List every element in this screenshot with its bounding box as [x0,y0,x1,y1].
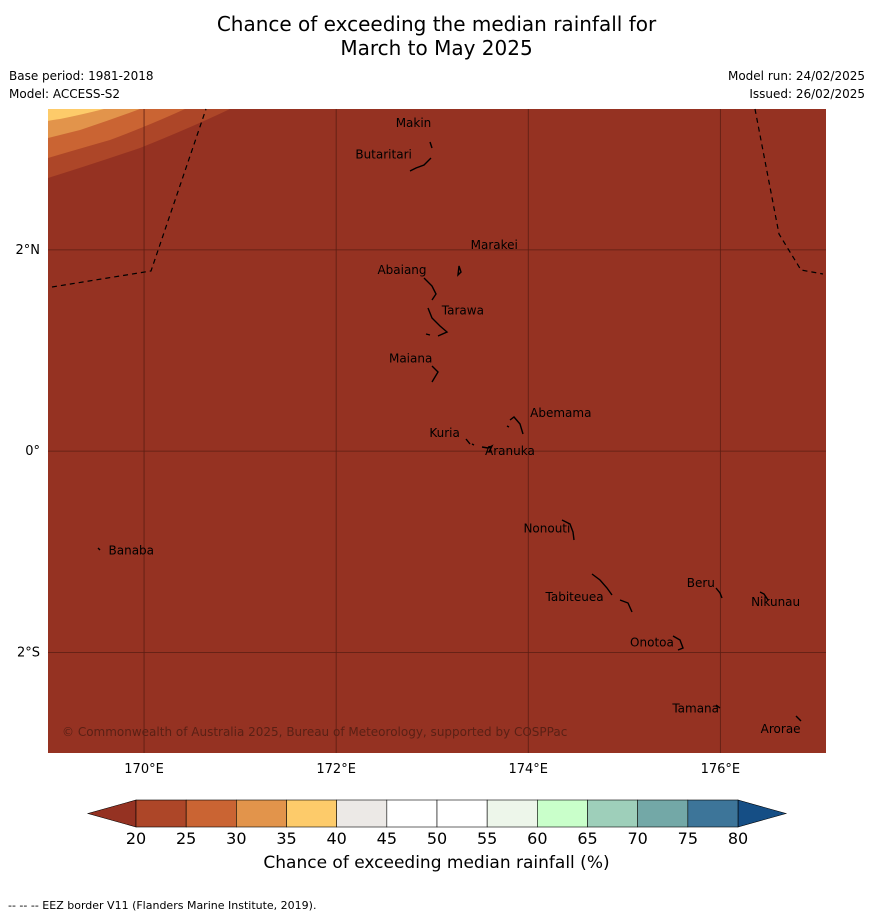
island-abemama [506,416,524,435]
colorbar-tick-label: 25 [176,829,196,848]
colorbar-tick-label: 35 [276,829,296,848]
eez-border-west [51,108,207,288]
meta-right: Model run: 24/02/2025 Issued: 26/02/2025 [728,67,865,103]
place-label: Banaba [109,544,155,558]
eez-border-east [754,108,824,275]
colorbar-tick-label: 80 [728,829,748,848]
colorbar-high-extend [737,799,788,828]
island-butaritari [409,157,432,172]
island-kuria [465,438,475,446]
colorbar-segment [185,799,237,828]
colorbar-segment [436,799,488,828]
colorbar-tick-label: 40 [326,829,346,848]
map-background [48,109,826,753]
place-label: Tarawa [441,303,484,317]
lat-tick-label: 2°N [16,243,41,258]
colorbar-segment [236,799,287,828]
copyright-notice: © Commonwealth of Australia 2025, Bureau… [62,725,567,739]
island-marakei [457,265,462,277]
island-aranuka [481,444,494,453]
model-name: Model: ACCESS-S2 [9,87,121,101]
colorbar: 20 25 30 35 40 45 50 55 60 65 70 75 80 [86,799,788,848]
lon-tick-label: 174°E [508,762,548,777]
longitude-ticks: 170°E 172°E 174°E 176°E [124,762,740,777]
contour-band-40-45 [48,109,104,121]
colorbar-tick-label: 75 [678,829,698,848]
lon-tick-label: 170°E [124,762,164,777]
colorbar-segment [135,799,187,828]
place-label: Arorae [761,722,801,736]
place-labels: Makin Butaritari Marakei Abaiang Tarawa Maian… [109,116,801,736]
place-label: Nonouti [523,522,570,536]
colorbar-segment [486,799,538,828]
lon-tick-label: 172°E [316,762,356,777]
eez-footnote: -- -- -- EEZ border V11 (Flanders Marine… [8,899,317,912]
island-maiana [431,365,439,383]
place-label: Makin [396,116,432,130]
island-beru [715,587,723,599]
place-label: Abemama [530,406,591,420]
place-label: Beru [687,576,715,590]
island-tamana [715,704,721,709]
base-period: Base period: 1981-2018 [9,69,154,83]
issued-date: Issued: 26/02/2025 [749,87,865,101]
lon-tick-label: 176°E [701,762,741,777]
colorbar-segment [687,799,739,828]
island-makin [429,141,433,149]
island-coastlines [97,141,802,722]
colorbar-tick-label: 65 [577,829,597,848]
island-onotoa [672,635,684,651]
colorbar-title: Chance of exceeding median rainfall (%) [263,853,610,873]
title-line-2: March to May 2025 [340,36,533,60]
place-label: Maiana [389,352,432,366]
place-label: Abaiang [377,263,426,277]
map-title: Chance of exceeding the median rainfall … [0,12,873,60]
colorbar-tick-label: 70 [627,829,647,848]
colorbar-tick-label: 55 [477,829,497,848]
colorbar-tick-label: 30 [226,829,246,848]
colorbar-segment [637,799,689,828]
gridlines [48,109,826,753]
colorbar-segment [537,799,588,828]
place-label: Aranuka [485,444,535,458]
colorbar-segment [386,799,438,828]
colorbar-segment [336,799,388,828]
lat-tick-label: 0° [25,444,40,459]
island-tabiteuea [591,573,633,613]
title-line-1: Chance of exceeding the median rainfall … [216,12,657,36]
place-label: Nikunau [751,595,800,609]
island-nikunau [759,591,769,601]
place-label: Onotoa [630,635,674,649]
island-banaba [97,547,101,551]
island-nonouti [561,519,575,541]
island-abaiang [423,277,437,301]
place-label: Tamana [671,702,719,716]
forecast-contours [48,109,230,178]
colorbar-tick-label: 50 [427,829,447,848]
eez-border [51,108,824,288]
lat-tick-label: 2°S [17,645,40,660]
colorbar-tick-label: 20 [126,829,146,848]
place-label: Butaritari [355,147,412,161]
place-label: Tabiteuea [545,590,604,604]
meta-left: Base period: 1981-2018 Model: ACCESS-S2 [9,67,154,103]
colorbar-segment [286,799,337,828]
colorbar-low-extend [86,799,137,828]
colorbar-tick-label: 45 [377,829,397,848]
colorbar-segment [587,799,638,828]
place-label: Kuria [429,426,460,440]
place-label: Marakei [471,238,518,252]
latitude-ticks: 2°N 0° 2°S [16,243,41,661]
model-run: Model run: 24/02/2025 [727,69,865,83]
colorbar-tick-label: 60 [527,829,547,848]
island-tarawa [425,307,449,337]
island-arorae [795,715,802,722]
